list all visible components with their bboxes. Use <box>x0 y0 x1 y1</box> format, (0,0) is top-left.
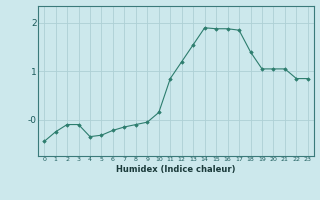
X-axis label: Humidex (Indice chaleur): Humidex (Indice chaleur) <box>116 165 236 174</box>
